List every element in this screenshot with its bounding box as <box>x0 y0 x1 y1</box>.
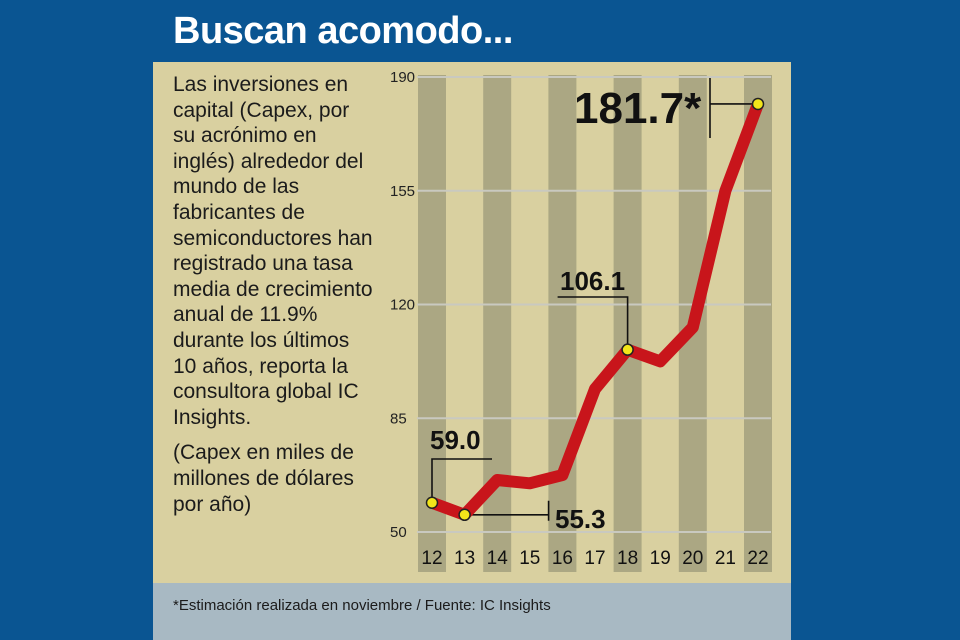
y-tick-label: 120 <box>390 297 415 314</box>
x-tick-label: 21 <box>715 548 736 569</box>
connector-12 <box>431 458 492 498</box>
y-tick-label: 50 <box>390 524 407 541</box>
x-tick-label: 18 <box>617 548 638 569</box>
description-paragraph: Las inversiones en capital (Capex, por s… <box>173 73 373 429</box>
units-note: (Capex en miles de millones de dólares p… <box>173 441 354 516</box>
data-label-22: 181.7* <box>574 84 702 133</box>
connector-22 <box>709 78 753 138</box>
y-tick-label: 155 <box>390 183 415 200</box>
capex-series-line <box>426 98 764 521</box>
capex-line-chart: 50 85 120 155 190 59.0 55.3 106.1 181.7* 12 13 14… <box>390 69 772 572</box>
y-tick-label: 190 <box>390 69 415 86</box>
x-tick-label: 15 <box>519 548 540 569</box>
connector-18 <box>557 296 629 345</box>
marker-18 <box>621 343 634 356</box>
data-label-12: 59.0 <box>430 425 481 455</box>
x-tick-label: 20 <box>682 548 703 569</box>
x-tick-label: 13 <box>454 548 475 569</box>
data-label-18: 106.1 <box>560 266 625 296</box>
marker-13 <box>458 508 471 522</box>
y-tick-label: 85 <box>390 410 407 427</box>
marker-22 <box>751 97 765 111</box>
x-tick-label: 12 <box>421 548 442 569</box>
description-text: Las inversiones en capital (Capex, por s… <box>173 72 373 527</box>
year-stripe-16 <box>548 75 577 572</box>
x-tick-label: 22 <box>747 548 768 569</box>
infographic-card: Buscan acomodo... Las inversiones en cap… <box>153 0 791 640</box>
marker-12 <box>425 496 439 509</box>
connector-13 <box>469 500 550 521</box>
x-tick-label: 14 <box>487 548 509 569</box>
x-tick-label: 19 <box>650 548 671 569</box>
x-tick-label: 17 <box>584 548 605 569</box>
x-tick-label: 16 <box>552 548 573 569</box>
footer-bar: *Estimación realizada en noviembre / Fue… <box>153 583 791 640</box>
year-stripe-22 <box>744 75 772 572</box>
footnote: *Estimación realizada en noviembre / Fue… <box>173 597 551 614</box>
data-label-13: 55.3 <box>555 504 606 534</box>
title-bar: Buscan acomodo... <box>153 0 791 62</box>
page-title: Buscan acomodo... <box>173 10 513 52</box>
